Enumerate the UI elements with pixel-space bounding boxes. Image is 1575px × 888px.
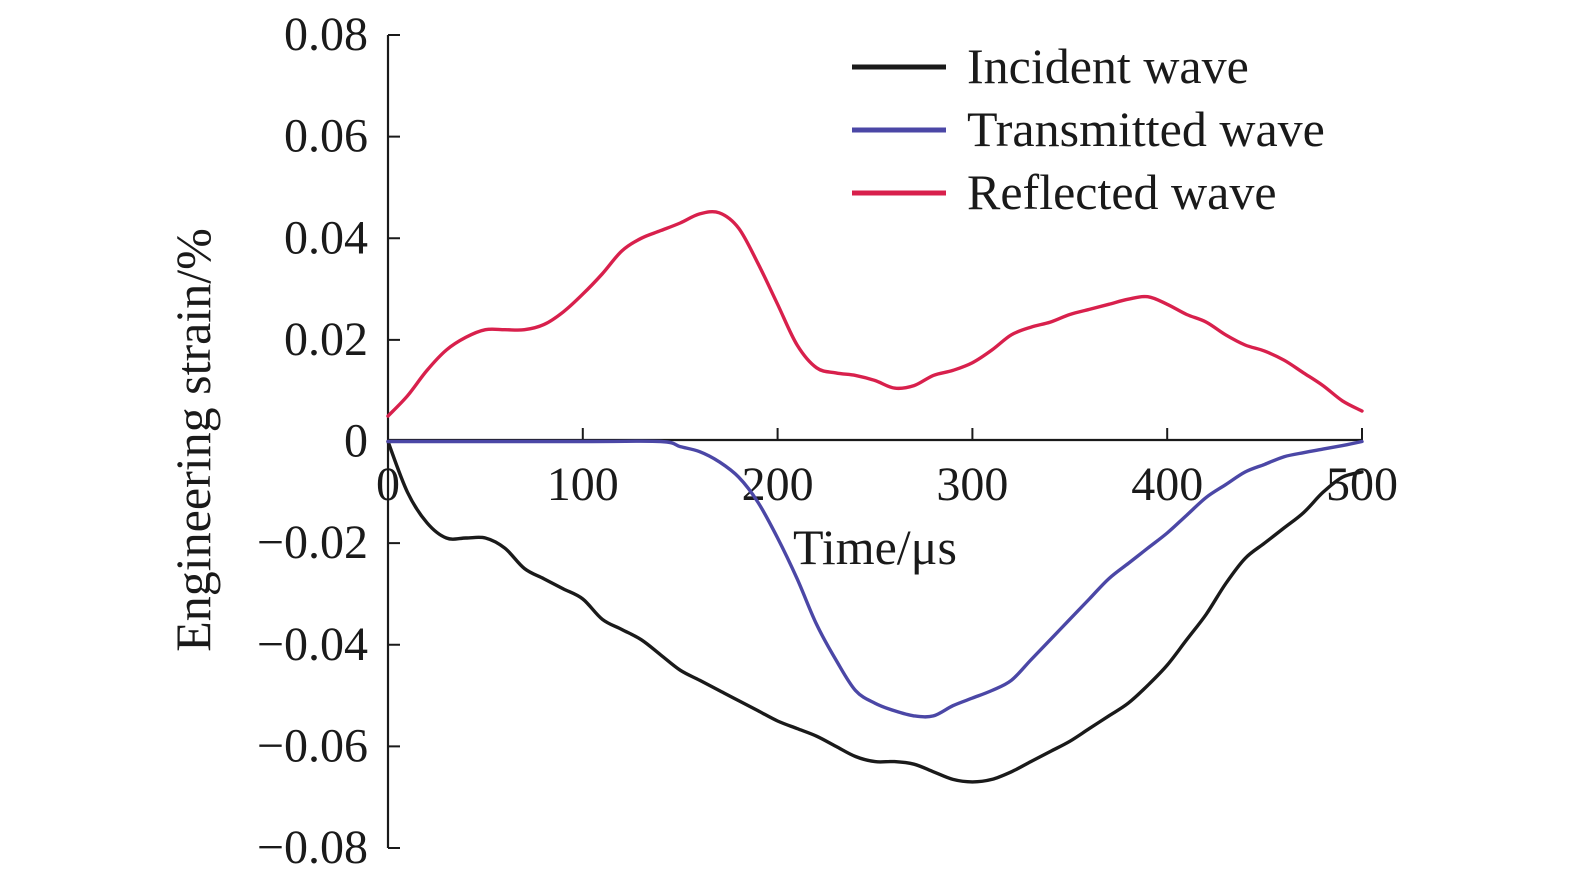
legend-label-incident-wave: Incident wave: [967, 38, 1249, 94]
legend: Incident wave Transmitted wave Reflected w…: [852, 38, 1325, 220]
x-tick-label: 400: [1131, 458, 1203, 511]
x-tick-label: 300: [936, 458, 1008, 511]
y-tick-label: 0.02: [284, 313, 368, 366]
y-tick-label: 0.06: [284, 110, 368, 163]
legend-label-reflected-wave: Reflected wave: [967, 164, 1277, 220]
series-line-reflected-wave: [386, 209, 1364, 418]
series-line-transmitted-wave: [386, 439, 1364, 719]
y-tick-label: −0.04: [257, 618, 368, 671]
y-tick-label: −0.02: [257, 516, 368, 569]
tick-labels: 0.080.060.040.020−0.02−0.04−0.06−0.080 10…: [257, 8, 1398, 874]
y-tick-label: 0: [344, 415, 368, 468]
y-tick-label: −0.08: [257, 821, 368, 874]
x-tick-label: 100: [547, 458, 619, 511]
y-tick-label: −0.06: [257, 719, 368, 772]
y-tick-label: 0.08: [284, 8, 368, 61]
x-tick-label: 500: [1326, 458, 1398, 511]
x-axis-label: Time/μs: [793, 519, 957, 575]
legend-label-transmitted-wave: Transmitted wave: [967, 101, 1325, 157]
y-axis-label: Engineering strain/%: [165, 228, 221, 652]
series-group: [386, 209, 1364, 784]
y-tick-label: 0.04: [284, 211, 368, 264]
x-tick-label: 200: [742, 458, 814, 511]
series-line-incident-wave: [386, 439, 1364, 784]
